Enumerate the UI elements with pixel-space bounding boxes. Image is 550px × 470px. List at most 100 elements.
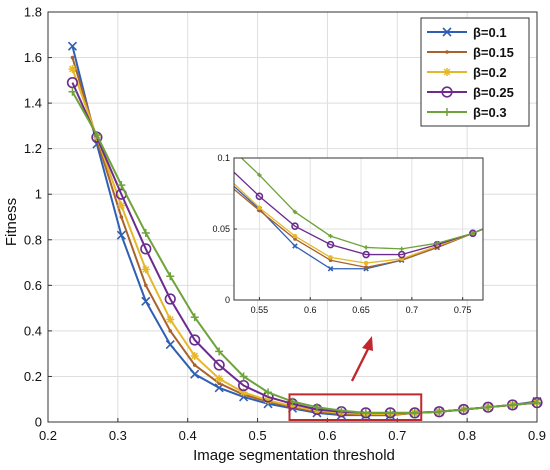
data-point: [117, 181, 126, 190]
x-tick-label: 0.8: [458, 428, 476, 443]
data-point: [264, 388, 273, 397]
data-point: [508, 400, 517, 409]
y-tick-label: 0.2: [24, 369, 42, 384]
inset-data-point: [328, 255, 333, 260]
x-axis-label: Image segmentation threshold: [193, 447, 395, 464]
inset-data-point: [291, 222, 299, 230]
data-point: [168, 329, 173, 333]
inset-y-tick-label: 0: [225, 295, 230, 305]
y-tick-label: 0.6: [24, 278, 42, 293]
data-point: [238, 379, 250, 392]
inset-data-point: [328, 233, 333, 239]
legend: β=0.1 β=0.15 β=0.2 β=0.25 β=0.3: [420, 17, 530, 127]
data-point: [410, 408, 419, 417]
data-point: [166, 315, 175, 324]
inset-data-point: [397, 250, 406, 259]
data-point: [141, 296, 151, 306]
legend-label: β=0.1: [473, 25, 507, 40]
legend-marker: [443, 68, 451, 76]
legend-marker: [443, 108, 451, 116]
inset-data-point: [399, 246, 404, 252]
zoom-highlight: [288, 336, 423, 421]
y-tick-label: 1.8: [24, 5, 42, 20]
data-point: [140, 243, 152, 255]
y-tick-label: 0.8: [24, 232, 42, 247]
inset-data-point: [292, 243, 298, 249]
plot-frame: [47, 11, 538, 423]
data-point: [67, 41, 78, 51]
y-tick-label: 1.2: [24, 141, 42, 156]
x-tick-label: 0.7: [388, 428, 406, 443]
inset-data-point: [326, 240, 335, 249]
data-point: [484, 403, 493, 412]
inset-data-point: [255, 192, 264, 201]
x-tick-label: 0.9: [528, 428, 546, 443]
main-axes: 0.2 0.3 0.4 0.5 0.6 0.7 0.8 0.900.20.40.60.811.…: [24, 5, 546, 444]
data-point: [192, 363, 197, 367]
y-tick-label: 1.4: [24, 96, 42, 111]
legend-item: β=0.15: [427, 45, 514, 60]
x-tick-label: 0.3: [109, 428, 127, 443]
data-point: [66, 77, 79, 89]
zoom-arrow: [350, 346, 371, 382]
data-point: [70, 55, 75, 60]
legend-marker: [441, 86, 453, 98]
inset-x-tick-label: 0.7: [406, 305, 419, 315]
inset-x-tick-label: 0.55: [251, 305, 269, 315]
legend-label: β=0.15: [473, 45, 514, 60]
y-axis-label: Fitness: [3, 198, 20, 246]
x-tick-label: 0.4: [179, 428, 197, 443]
data-point: [190, 369, 200, 379]
inset-data-point: [257, 205, 262, 210]
data-point: [190, 313, 199, 322]
data-point: [117, 201, 126, 210]
legend-item: β=0.2: [427, 65, 507, 80]
data-point: [533, 398, 541, 407]
inset-data-point: [292, 233, 298, 239]
zoom-arrow-head: [362, 336, 373, 351]
data-point: [68, 64, 77, 73]
inset-x-tick-label: 0.6: [304, 305, 317, 315]
legend-label: β=0.25: [473, 85, 514, 100]
data-point: [435, 407, 444, 416]
data-point: [116, 230, 126, 240]
y-tick-label: 1: [35, 187, 42, 202]
data-point: [165, 339, 175, 350]
legend-marker: [445, 50, 449, 54]
inset-data-point: [292, 209, 298, 215]
data-point: [144, 283, 148, 288]
inset-data-point: [363, 245, 369, 250]
legend-item: β=0.3: [427, 105, 507, 120]
data-point: [215, 347, 224, 356]
data-point: [459, 405, 468, 414]
inset-data-point: [469, 229, 477, 238]
inset-data-point: [362, 250, 370, 259]
inset-data-point: [470, 231, 476, 236]
inset-data-point: [435, 241, 440, 246]
main-series: [66, 41, 543, 420]
inset-chart: 0.55 0.6 0.65 0.7 0.75 0 0.05 0.1: [212, 153, 484, 315]
y-tick-label: 0: [35, 415, 42, 430]
legend-marker: [442, 27, 452, 37]
inset-series-5: [240, 158, 483, 252]
y-tick-label: 1.6: [24, 50, 42, 65]
legend-label: β=0.3: [473, 105, 507, 120]
data-point: [92, 131, 101, 139]
inset-x-tick-label: 0.65: [352, 305, 370, 315]
data-point: [361, 408, 370, 417]
inset-data-point: [363, 260, 369, 266]
data-point: [68, 87, 77, 96]
data-point: [189, 334, 201, 346]
data-point: [337, 406, 346, 415]
legend-item: β=0.1: [427, 25, 507, 40]
series-5: [68, 87, 541, 417]
x-tick-label: 0.6: [318, 428, 336, 443]
inset-y-tick-label: 0.1: [217, 153, 230, 163]
x-tick-label: 0.5: [249, 428, 267, 443]
data-point: [141, 228, 150, 237]
legend-item: β=0.25: [427, 85, 514, 100]
inset-data-point: [257, 172, 262, 178]
data-point: [213, 359, 225, 371]
data-point: [164, 293, 176, 305]
